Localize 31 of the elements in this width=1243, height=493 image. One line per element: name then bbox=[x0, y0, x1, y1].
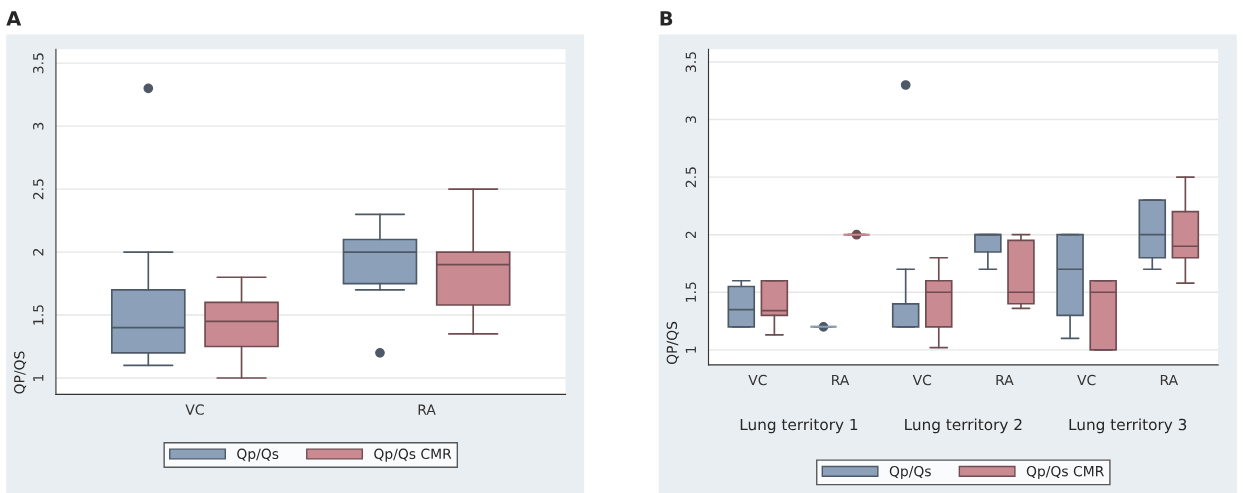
legend-label: Qp/Qs CMR bbox=[374, 448, 452, 462]
y-tick-label: 3.5 bbox=[685, 52, 697, 72]
y-tick-label: 3 bbox=[33, 122, 44, 130]
y-tick-label: 1.5 bbox=[33, 305, 44, 325]
y-axis-title: QP/QS bbox=[14, 351, 27, 394]
legend-label: Qp/Qs bbox=[237, 448, 279, 462]
y-tick-label: 2 bbox=[33, 249, 44, 256]
y-tick-label: 2.5 bbox=[33, 179, 44, 200]
y-tick-label: 2.5 bbox=[685, 167, 697, 188]
y-tick-label: 1.5 bbox=[685, 282, 697, 302]
x-tick-label: VC bbox=[185, 404, 204, 415]
legend-label: Qp/Qs bbox=[889, 465, 931, 480]
x-tick-label: RA bbox=[418, 404, 436, 415]
chart-title: A bbox=[6, 11, 22, 26]
chart-title: B bbox=[660, 11, 673, 26]
y-tick-label: 1 bbox=[33, 374, 44, 381]
x-tick-label: RA bbox=[996, 374, 1014, 386]
x-tick-label: VC bbox=[912, 374, 932, 386]
legend-label: Qp/Qs CMR bbox=[1026, 465, 1104, 480]
x-tick-label: RA bbox=[1160, 374, 1178, 386]
y-tick-label: 3.5 bbox=[33, 53, 44, 74]
y-tick-label: 2 bbox=[685, 231, 696, 239]
x-tick-label: VC bbox=[1077, 374, 1096, 386]
y-tick-label: 3 bbox=[685, 116, 697, 123]
y-tick-label: 1 bbox=[685, 346, 696, 353]
x-tick-label: VC bbox=[748, 374, 767, 386]
x-tick-label: RA bbox=[832, 374, 850, 386]
y-axis-title: QP/QS bbox=[666, 321, 679, 365]
text: Lung territory 1 bbox=[740, 418, 858, 434]
text: Lung territory 3 bbox=[1069, 418, 1187, 434]
text: Lung territory 2 bbox=[905, 418, 1022, 434]
